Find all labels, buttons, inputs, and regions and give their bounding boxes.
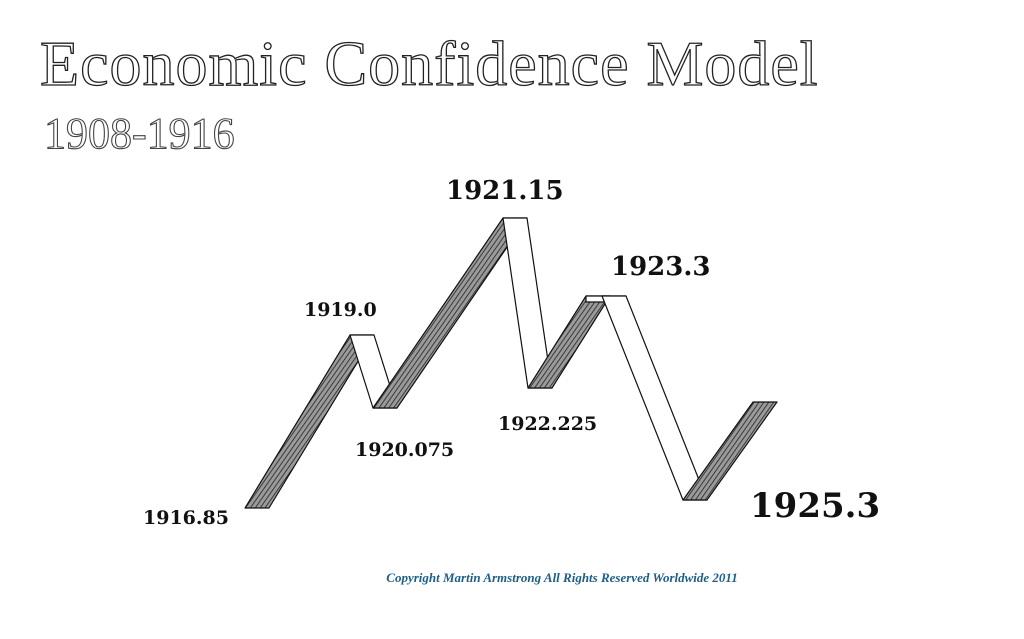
turning-point-label: 1925.3 xyxy=(750,486,880,526)
subtitle: 1908-1916 xyxy=(44,109,235,158)
title: Economic Confidence Model xyxy=(40,28,819,99)
turning-point-label: 1921.15 xyxy=(446,176,564,206)
turning-point-label: 1919.0 xyxy=(304,299,377,321)
ribbon xyxy=(244,217,778,509)
turning-point-label: 1920.075 xyxy=(355,439,454,461)
turning-point-label: 1922.225 xyxy=(498,413,597,435)
copyright: Copyright Martin Armstrong All Rights Re… xyxy=(386,570,737,585)
turning-point-label: 1923.3 xyxy=(611,252,711,282)
ribbon-rise xyxy=(682,401,778,501)
turning-point-label: 1916.85 xyxy=(143,507,229,529)
